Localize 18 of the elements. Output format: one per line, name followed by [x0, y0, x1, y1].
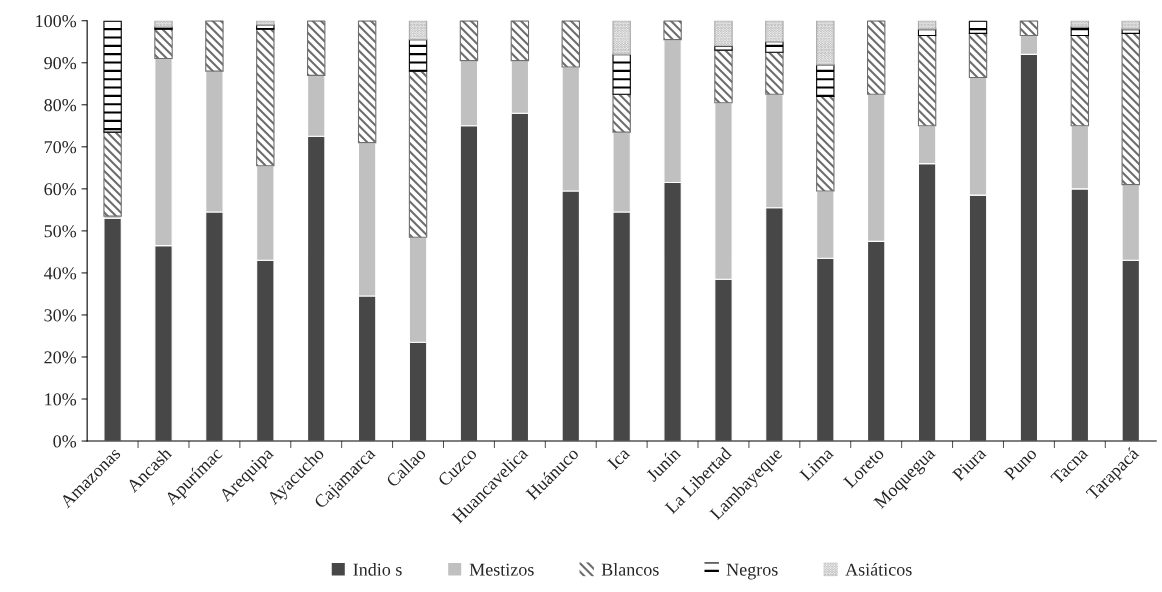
- y-tick-label: 30%: [44, 309, 77, 322]
- y-tick-label: 60%: [44, 183, 77, 196]
- legend-label: Mestizos: [469, 563, 534, 576]
- y-tick-label: 50%: [44, 225, 77, 238]
- y-tick-label: 70%: [44, 141, 77, 154]
- y-tick-label: 90%: [44, 57, 77, 70]
- legend-label: Indio s: [353, 563, 402, 576]
- y-tick-label: 100%: [36, 14, 77, 28]
- y-tick-label: 0%: [53, 435, 77, 448]
- legend-label: Asiáticos: [845, 563, 912, 576]
- y-tick-label: 80%: [44, 99, 77, 112]
- y-tick-label: 40%: [43, 267, 77, 280]
- y-tick-label: 10%: [45, 393, 77, 406]
- x-tick-label: Ica: [607, 446, 631, 471]
- legend-label: Negros: [726, 563, 778, 580]
- x-tick-label: Puno: [1003, 446, 1038, 481]
- y-tick-label: 20%: [44, 351, 77, 364]
- legend-label: Blancos: [601, 563, 659, 576]
